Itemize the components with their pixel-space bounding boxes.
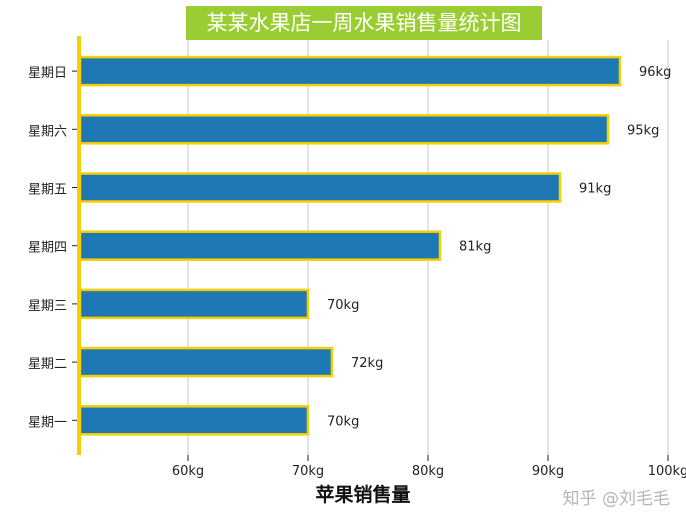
bar-0 bbox=[78, 55, 622, 87]
data-label-3: 81kg bbox=[459, 240, 491, 255]
category-label-2: 星期五 bbox=[28, 183, 67, 198]
x-tick-label-3: 90kg bbox=[532, 464, 564, 479]
category-label-3: 星期四 bbox=[28, 241, 67, 256]
bars bbox=[78, 55, 622, 436]
bar-2 bbox=[78, 172, 562, 203]
watermark: 知乎 @刘毛毛 bbox=[562, 489, 670, 509]
x-tick-label-4: 100kg bbox=[648, 464, 686, 479]
data-label-1: 95kg bbox=[627, 123, 659, 138]
category-label-4: 星期三 bbox=[28, 299, 67, 314]
data-label-6: 70kg bbox=[327, 414, 359, 429]
category-label-1: 星期六 bbox=[28, 124, 67, 139]
x-tick-label-2: 80kg bbox=[412, 464, 444, 479]
title-background bbox=[186, 6, 542, 40]
x-tick-label-1: 70kg bbox=[292, 464, 324, 479]
bar-5 bbox=[78, 346, 334, 378]
bar-3 bbox=[78, 230, 442, 261]
data-label-0: 96kg bbox=[639, 65, 671, 80]
data-label-5: 72kg bbox=[351, 356, 383, 371]
bar-4 bbox=[78, 288, 310, 320]
data-label-2: 91kg bbox=[579, 182, 611, 197]
category-label-6: 星期一 bbox=[28, 415, 67, 430]
x-tick-labels: 60kg 70kg 80kg 90kg 100kg bbox=[172, 455, 686, 479]
x-axis-label: 苹果销售量 bbox=[315, 483, 410, 506]
data-label-4: 70kg bbox=[327, 298, 359, 313]
category-label-5: 星期二 bbox=[28, 357, 67, 372]
x-tick-label-0: 60kg bbox=[172, 464, 204, 479]
category-label-0: 星期日 bbox=[28, 66, 67, 81]
chart-title: 某某水果店一周水果销售量统计图 bbox=[206, 11, 522, 35]
bar-6 bbox=[78, 405, 310, 436]
bar-1 bbox=[78, 114, 610, 145]
data-labels: 96kg 95kg 91kg 81kg 70kg 72kg 70kg bbox=[327, 65, 671, 429]
